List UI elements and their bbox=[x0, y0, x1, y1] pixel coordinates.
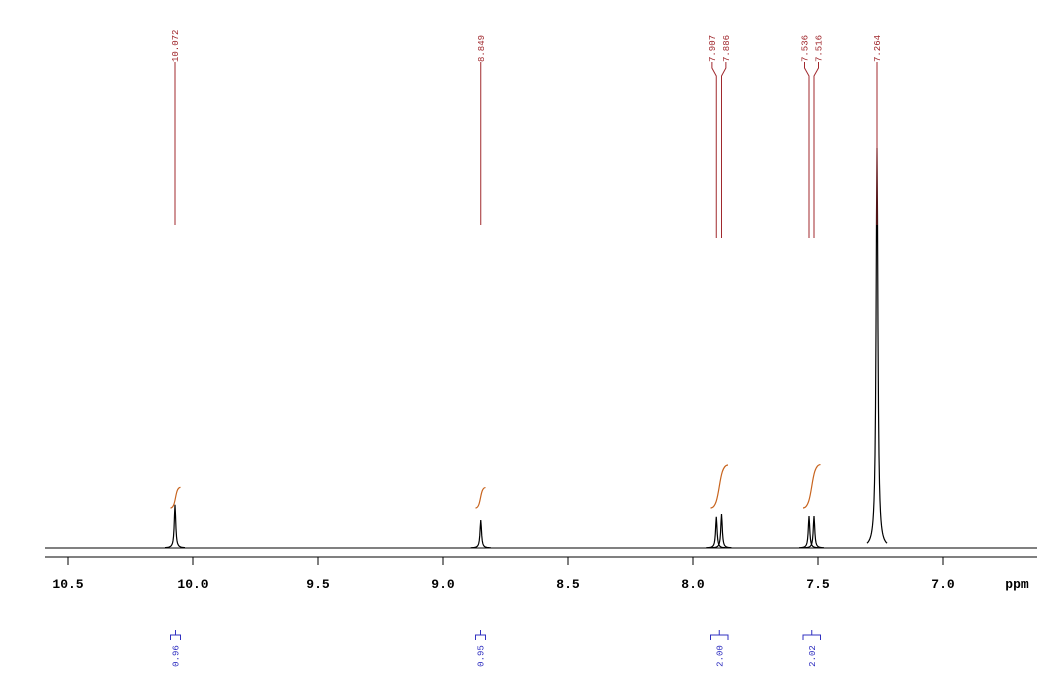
integral-curve bbox=[170, 486, 181, 509]
x-tick-label: 7.0 bbox=[931, 577, 955, 592]
integral-bracket bbox=[710, 630, 729, 640]
integral-label: 0.95 bbox=[477, 645, 487, 667]
peak-leader bbox=[813, 62, 819, 238]
x-tick-label: 9.5 bbox=[306, 577, 330, 592]
peak-label: 8.849 bbox=[477, 35, 487, 62]
peak-label: 7.516 bbox=[815, 35, 825, 62]
integral-curve bbox=[710, 464, 729, 509]
peak-leader bbox=[711, 62, 717, 238]
peak-label: 7.907 bbox=[708, 35, 718, 62]
peak-label: 7.264 bbox=[873, 35, 883, 62]
peak bbox=[706, 516, 727, 549]
peak bbox=[164, 504, 186, 549]
integral-bracket bbox=[802, 630, 821, 640]
x-tick-label: 8.5 bbox=[556, 577, 580, 592]
peak-label: 10.072 bbox=[171, 30, 181, 62]
peak-leader bbox=[721, 62, 727, 238]
x-tick-label: 10.5 bbox=[52, 577, 83, 592]
x-tick-label: 7.5 bbox=[806, 577, 830, 592]
integral-bracket bbox=[170, 630, 181, 640]
x-tick-label: 9.0 bbox=[431, 577, 455, 592]
peak bbox=[470, 519, 491, 549]
integral-label: 0.96 bbox=[172, 645, 182, 667]
integral-curve bbox=[475, 486, 486, 509]
peak bbox=[803, 515, 825, 549]
peak bbox=[798, 515, 820, 549]
integral-label: 2.00 bbox=[715, 645, 725, 667]
peak-label: 7.536 bbox=[801, 35, 811, 62]
integral-label: 2.02 bbox=[808, 645, 818, 667]
peak-leader bbox=[804, 62, 810, 238]
x-tick-label: 10.0 bbox=[177, 577, 208, 592]
peak bbox=[711, 513, 732, 549]
integral-bracket bbox=[475, 630, 486, 640]
peak-label: 7.886 bbox=[722, 35, 732, 62]
x-axis-label: ppm bbox=[1005, 577, 1029, 592]
x-tick-label: 8.0 bbox=[681, 577, 705, 592]
integral-curve bbox=[802, 463, 821, 509]
